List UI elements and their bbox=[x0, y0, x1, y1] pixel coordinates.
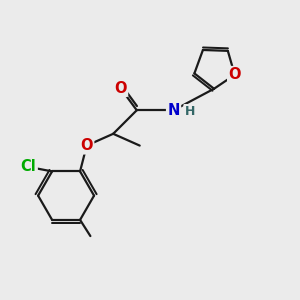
Text: Cl: Cl bbox=[21, 160, 36, 175]
Text: O: O bbox=[114, 81, 127, 96]
Text: O: O bbox=[228, 67, 241, 82]
Text: H: H bbox=[184, 105, 195, 118]
Text: N: N bbox=[167, 103, 180, 118]
Text: O: O bbox=[80, 138, 93, 153]
